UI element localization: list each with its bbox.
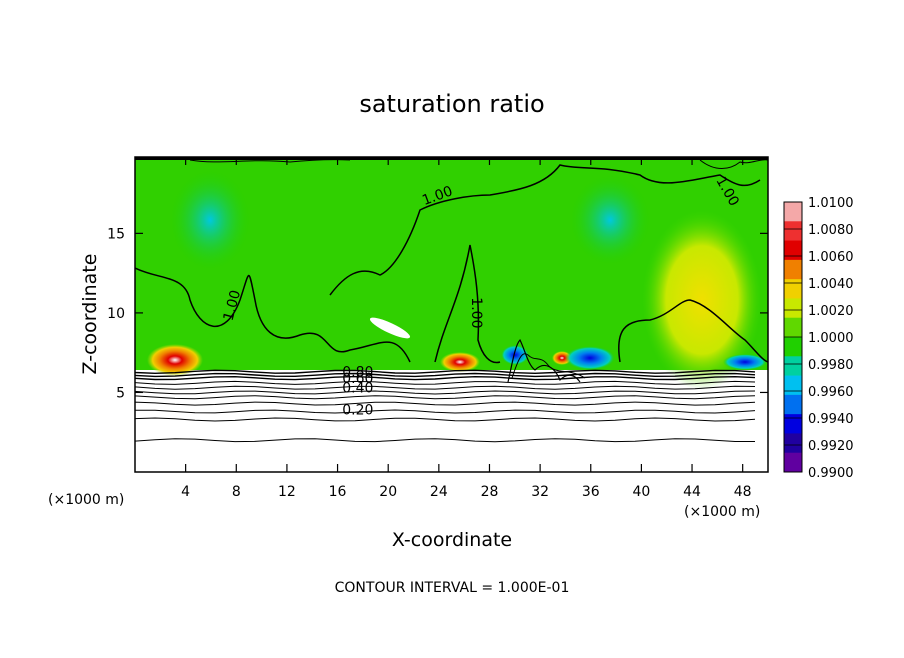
- x-tick-label: 40: [632, 484, 650, 500]
- x-tick-label: 36: [582, 484, 600, 500]
- contour-line: [135, 267, 411, 363]
- layer-contour: [135, 438, 755, 443]
- y-axis-label: Z-coordinate: [79, 254, 101, 375]
- layer-contour: [135, 380, 756, 385]
- x-tick-label: 28: [481, 484, 499, 500]
- x-tick-label: 24: [430, 484, 448, 500]
- cold-anomaly: [565, 346, 615, 370]
- colorbar-swatch: [784, 298, 802, 319]
- contour-interval: CONTOUR INTERVAL = 1.000E-01: [335, 580, 570, 596]
- layer-contour: [135, 372, 756, 378]
- colorbar-label: 0.9980: [808, 358, 854, 373]
- x-units-right: (×1000 m): [684, 504, 760, 520]
- x-tick-label: 12: [278, 484, 296, 500]
- layer-contour: [135, 375, 756, 381]
- x-tick-label: 44: [683, 484, 701, 500]
- plot-frame: [134, 156, 769, 473]
- hot-anomaly: [440, 352, 480, 372]
- colorbar-swatch: [784, 202, 802, 222]
- y-axis: 5 10 15: [107, 226, 768, 401]
- layer-contour: [135, 390, 756, 395]
- x-tick-label: 48: [734, 484, 752, 500]
- top-noise: [699, 159, 768, 169]
- layer-contour: [135, 369, 756, 375]
- x-units-left: (×1000 m): [48, 492, 124, 508]
- colorbar-label: 0.9920: [808, 439, 854, 454]
- x-tick-label: 16: [329, 484, 347, 500]
- colorbar-swatch: [784, 337, 802, 357]
- top-boundary: [135, 157, 768, 160]
- colorbar-label: 0.9940: [808, 412, 854, 427]
- x-tick-label: 20: [379, 484, 397, 500]
- colorbar-swatch: [784, 240, 802, 261]
- x-tick-label: 8: [232, 484, 241, 500]
- x-axis: 4 8 12 16 20 24 28 32 36 40 44 48: [181, 157, 752, 500]
- contour-label: 0.80: [342, 365, 373, 381]
- lower-layer: [135, 370, 768, 472]
- layered-contours: [135, 369, 756, 443]
- layer-contour: [135, 417, 756, 422]
- white-patch: [369, 317, 411, 339]
- contour-label: 1.00: [468, 297, 484, 328]
- colorbar-swatch: [784, 279, 802, 299]
- cold-anomaly: [501, 345, 529, 365]
- contour-label: 0.60: [342, 371, 373, 387]
- colorbar-swatch: [784, 452, 802, 473]
- layer-contour: [135, 385, 756, 390]
- colorbar-swatch: [784, 433, 802, 454]
- hot-anomaly: [147, 344, 203, 376]
- colorbar-swatch: [784, 317, 802, 338]
- cyan-anomaly: [570, 175, 650, 265]
- warm-anomaly: [642, 210, 762, 390]
- colorbar-label: 1.0040: [808, 277, 854, 292]
- heatmap-field: [135, 157, 768, 472]
- layer-contour: [135, 409, 756, 414]
- colorbar-swatch: [784, 221, 802, 242]
- top-noise: [189, 159, 351, 163]
- contour-label: 0.20: [342, 403, 373, 419]
- colorbar-label: 0.9900: [808, 466, 854, 481]
- perturbation-contour: [511, 353, 586, 379]
- y-tick-label: 10: [107, 306, 125, 322]
- contour-label: 1.00: [221, 288, 245, 322]
- colorbar-label: 1.0020: [808, 304, 854, 319]
- colorbar-label: 1.0000: [808, 331, 854, 346]
- x-tick-label: 32: [531, 484, 549, 500]
- colorbar-swatch: [784, 394, 802, 415]
- cyan-anomaly: [170, 170, 250, 270]
- layer-contour: [135, 401, 756, 406]
- colorbar-label: 0.9960: [808, 385, 854, 400]
- colorbar-swatch: [784, 414, 802, 434]
- colorbar-swatch: [784, 259, 802, 280]
- contour-line: [434, 244, 501, 364]
- layer-contour: [135, 395, 756, 400]
- contour-label: 0.40: [342, 380, 373, 396]
- colorbar-label: 1.0060: [808, 250, 854, 265]
- colorbar: 1.0100 1.0080 1.0060 1.0040 1.0020 1.0000 0.99…: [783, 196, 854, 481]
- colorbar-label: 1.0080: [808, 223, 854, 238]
- y-tick-label: 5: [116, 385, 125, 401]
- perturbation-contour: [507, 338, 581, 383]
- y-tick-label: 15: [107, 226, 125, 242]
- cold-anomaly: [723, 354, 767, 370]
- colorbar-swatch: [784, 375, 802, 396]
- chart-title: saturation ratio: [359, 90, 544, 118]
- colorbar-label: 1.0100: [808, 196, 854, 211]
- x-axis-label: X-coordinate: [392, 529, 512, 551]
- x-tick-label: 4: [181, 484, 190, 500]
- contour-line: [329, 164, 761, 296]
- contour-line: [618, 299, 768, 363]
- colorbar-swatch: [784, 356, 802, 377]
